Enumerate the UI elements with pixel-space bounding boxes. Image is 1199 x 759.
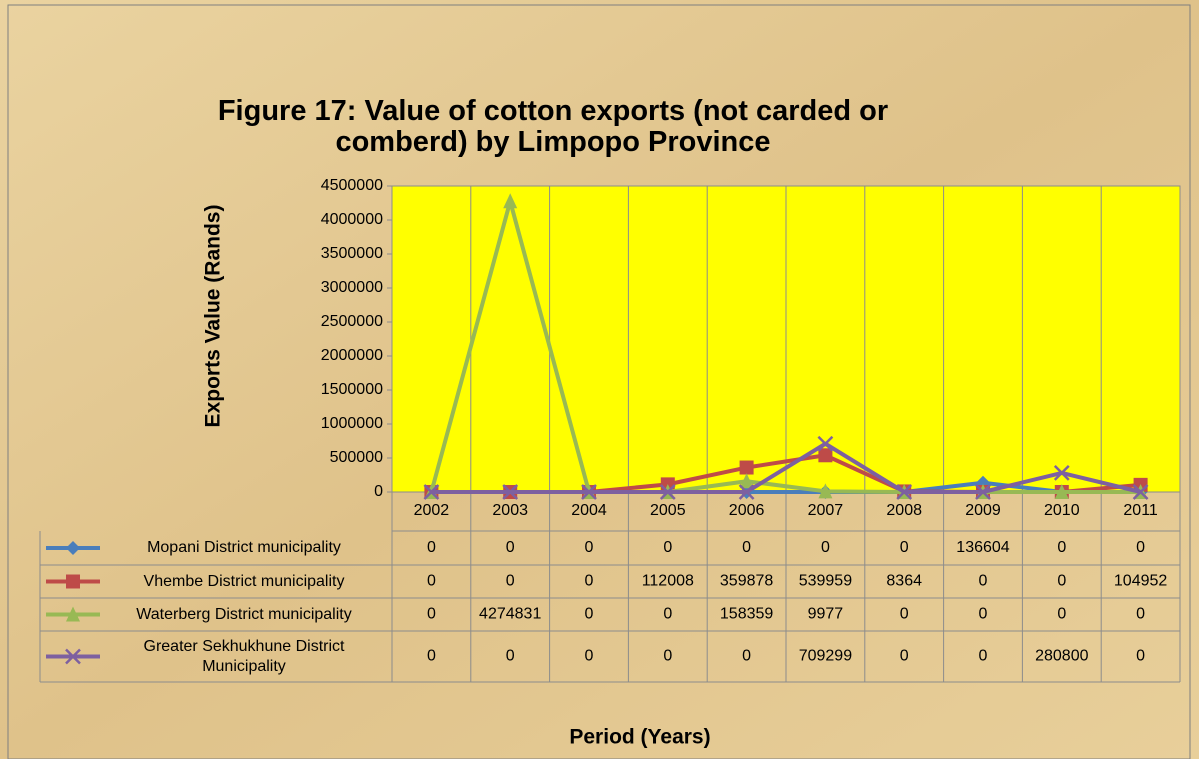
table-value: 0 bbox=[900, 606, 909, 623]
y-tick-label: 4500000 bbox=[321, 177, 383, 194]
series-line bbox=[429, 199, 1141, 494]
x-tick-label: 2007 bbox=[808, 502, 844, 519]
marker bbox=[896, 484, 913, 500]
marker bbox=[659, 484, 676, 500]
table-value: 0 bbox=[427, 648, 436, 665]
marker bbox=[66, 574, 80, 589]
x-axis-title: Period (Years) bbox=[569, 726, 710, 749]
y-tick-label: 4000000 bbox=[321, 211, 383, 228]
marker bbox=[738, 484, 755, 500]
marker bbox=[66, 606, 80, 622]
x-tick-label: 2009 bbox=[965, 502, 1001, 519]
marker bbox=[818, 448, 833, 463]
table-value: 0 bbox=[1057, 606, 1066, 623]
legend-entry: Mopani District municipality bbox=[147, 539, 341, 556]
legend-label: Vhembe District municipality bbox=[143, 572, 345, 590]
table-value: 0 bbox=[506, 648, 515, 665]
marker bbox=[817, 435, 834, 452]
marker bbox=[423, 484, 440, 500]
table-value: 4274831 bbox=[479, 606, 541, 623]
y-tick-label: 2000000 bbox=[321, 347, 383, 364]
y-tick-label: 1000000 bbox=[321, 415, 383, 432]
marker bbox=[1132, 484, 1149, 500]
table-value: 0 bbox=[1136, 539, 1145, 556]
table-value: 0 bbox=[663, 648, 672, 665]
table-value: 0 bbox=[1057, 539, 1066, 556]
marker bbox=[66, 541, 80, 555]
table-value: 104952 bbox=[1114, 573, 1167, 590]
table-value: 8364 bbox=[886, 573, 922, 590]
table-value: 0 bbox=[663, 606, 672, 623]
x-tick-label: 2008 bbox=[886, 502, 922, 519]
table-value: 0 bbox=[427, 606, 436, 623]
legend-entry: Waterberg District municipality bbox=[136, 605, 352, 623]
marker bbox=[818, 483, 833, 499]
marker bbox=[1053, 465, 1070, 481]
table-value: 0 bbox=[821, 539, 830, 556]
chart-title-text: Figure 17: Value of cotton exports (not … bbox=[218, 95, 888, 158]
table-value: 0 bbox=[506, 573, 515, 590]
y-tick-label: 2500000 bbox=[321, 313, 383, 330]
x-tick-label: 2003 bbox=[492, 502, 528, 519]
table-value: 0 bbox=[1057, 573, 1066, 590]
table-value: 0 bbox=[585, 606, 594, 623]
legend-label: Mopani District municipality bbox=[147, 539, 341, 556]
table-value: 0 bbox=[742, 539, 751, 556]
chart-title: Figure 17: Value of cotton exports (not … bbox=[218, 95, 888, 158]
table-value: 0 bbox=[979, 573, 988, 590]
y-tick-label: 3000000 bbox=[321, 279, 383, 296]
table-value: 0 bbox=[1136, 606, 1145, 623]
table-value: 0 bbox=[585, 573, 594, 590]
y-tick-label: 0 bbox=[374, 483, 383, 500]
table-value: 0 bbox=[979, 648, 988, 665]
table-value: 0 bbox=[663, 539, 672, 556]
table-value: 0 bbox=[427, 573, 436, 590]
series-line bbox=[431, 441, 1142, 494]
table-value: 0 bbox=[742, 648, 751, 665]
table-value: 0 bbox=[1136, 648, 1145, 665]
table-value: 158359 bbox=[720, 606, 773, 623]
y-axis-title: Exports Value (Rands) bbox=[202, 205, 225, 428]
x-tick-label: 2005 bbox=[650, 502, 686, 519]
x-tick-label: 2002 bbox=[414, 502, 450, 519]
y-tick-label: 500000 bbox=[330, 449, 383, 466]
table-value: 112008 bbox=[642, 573, 694, 590]
marker bbox=[975, 484, 991, 500]
table-value: 0 bbox=[900, 648, 909, 665]
table-value: 9977 bbox=[808, 606, 844, 623]
marker bbox=[65, 648, 81, 665]
y-tick-label: 1500000 bbox=[321, 381, 383, 398]
table-value: 0 bbox=[506, 539, 515, 556]
table-value: 0 bbox=[979, 606, 988, 623]
table-value: 709299 bbox=[799, 648, 852, 665]
marker bbox=[502, 484, 519, 500]
table-value: 0 bbox=[585, 648, 594, 665]
table-value: 0 bbox=[427, 539, 436, 556]
x-tick-label: 2011 bbox=[1123, 502, 1158, 519]
marker bbox=[1054, 484, 1069, 499]
table-value: 539959 bbox=[799, 573, 852, 590]
marker bbox=[581, 484, 597, 500]
table-value: 0 bbox=[585, 539, 594, 556]
legend-entry: Greater Sekhukhune District Municipality bbox=[143, 637, 345, 675]
legend-entry: Vhembe District municipality bbox=[143, 572, 345, 590]
marker bbox=[739, 473, 754, 489]
chart-border bbox=[7, 4, 1191, 759]
legend-label: Greater Sekhukhune District Municipality bbox=[143, 637, 345, 675]
table-value: 280800 bbox=[1035, 648, 1088, 665]
table-value: 136604 bbox=[956, 539, 1009, 556]
x-tick-label: 2006 bbox=[729, 502, 765, 519]
table-value: 0 bbox=[900, 539, 909, 556]
x-tick-label: 2010 bbox=[1044, 502, 1080, 519]
marker bbox=[739, 460, 754, 475]
legend-label: Waterberg District municipality bbox=[136, 605, 352, 623]
y-tick-label: 3500000 bbox=[321, 245, 383, 262]
table-value: 359878 bbox=[720, 573, 773, 590]
marker bbox=[503, 193, 518, 209]
x-tick-label: 2004 bbox=[571, 502, 607, 519]
